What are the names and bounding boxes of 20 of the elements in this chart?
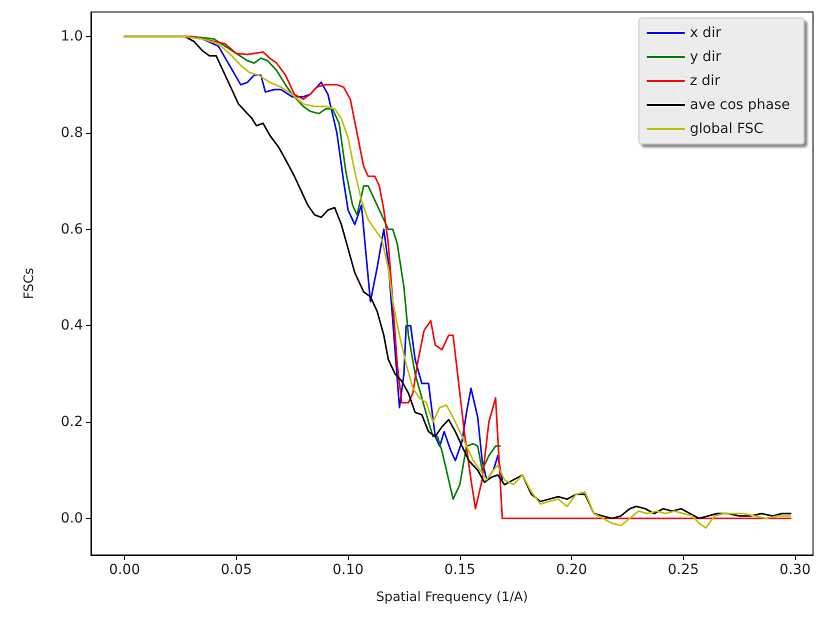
y-tick-label: 0.2 — [60, 414, 83, 430]
y-tick-label: 0.6 — [60, 221, 84, 238]
x-tick-label: 0.00 — [108, 562, 140, 578]
y-tick-label: 0.8 — [60, 124, 83, 141]
x-axis-title: Spatial Frequency (1/A) — [376, 590, 528, 605]
y-axis-title: FSCs — [22, 268, 37, 300]
x-tick-label: 0.15 — [444, 562, 476, 578]
legend-label: x dir — [690, 25, 722, 41]
legend-label: global FSC — [690, 121, 764, 137]
x-tick-label: 0.10 — [332, 562, 364, 578]
x-tick-label: 0.30 — [780, 562, 811, 578]
legend-label: ave cos phase — [690, 97, 790, 113]
y-tick-label: 0.4 — [60, 318, 84, 334]
x-tick-label: 0.05 — [220, 562, 252, 578]
y-tick-label: 1.0 — [60, 28, 83, 45]
y-tick-label: 0.0 — [60, 510, 83, 526]
x-tick-label: 0.25 — [668, 562, 699, 578]
legend-label: z dir — [690, 73, 720, 89]
legend-label: y dir — [690, 49, 722, 65]
x-tick-label: 0.20 — [556, 562, 588, 578]
